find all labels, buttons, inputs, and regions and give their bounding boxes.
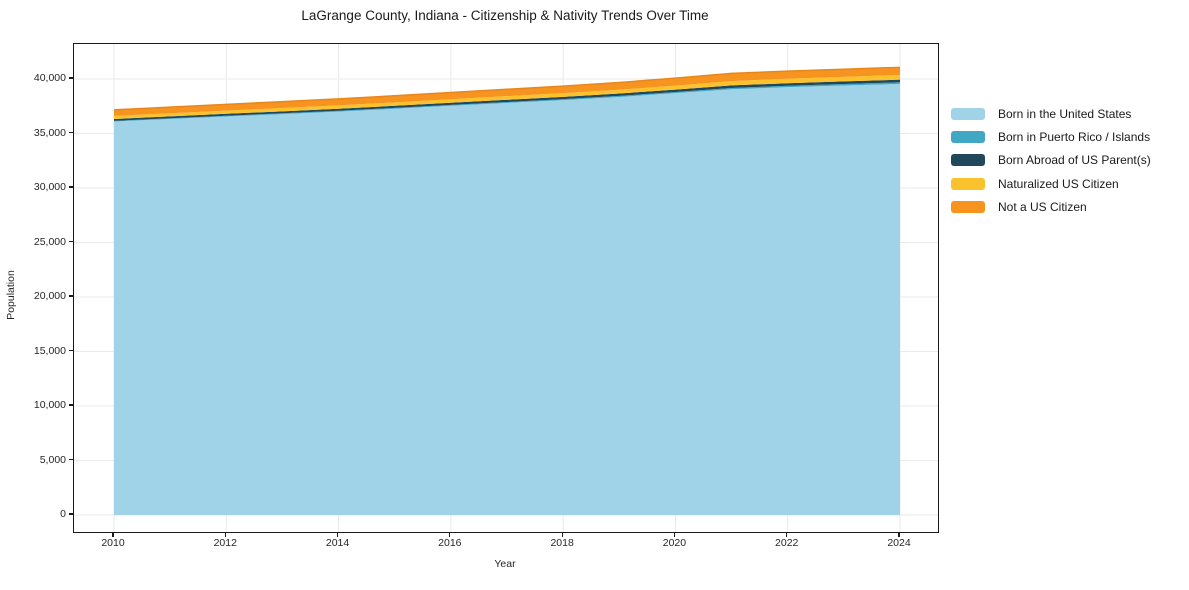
- y-tick-label: 5,000: [39, 453, 66, 466]
- x-tick-label: 2020: [662, 537, 687, 549]
- x-tick-label: 2022: [775, 537, 799, 549]
- legend-swatch-not-citizen: [951, 201, 985, 214]
- legend-swatch-born-pr-islands: [951, 131, 985, 144]
- x-tick-mark: [336, 532, 339, 537]
- y-tick-mark: [69, 458, 73, 461]
- x-tick-label: 2014: [325, 537, 350, 549]
- x-tick-mark: [673, 532, 676, 537]
- legend-item-born-pr-islands: Born in Puerto Rico / Islands: [951, 125, 1151, 148]
- y-tick-label: 20,000: [33, 290, 66, 302]
- area-not-citizen: [114, 67, 900, 116]
- legend-swatch-born-abroad: [951, 154, 985, 167]
- legend-label-born-abroad: Born Abroad of US Parent(s): [998, 153, 1151, 168]
- x-tick-label: 2016: [438, 537, 462, 549]
- y-tick-mark: [69, 295, 73, 297]
- legend: Born in the United States Born in Puerto …: [951, 102, 1151, 219]
- legend-label-born-pr-islands: Born in Puerto Rico / Islands: [998, 130, 1151, 145]
- y-tick-mark: [69, 513, 73, 515]
- y-tick-mark: [69, 77, 73, 79]
- x-tick-mark: [224, 532, 226, 537]
- plot-area: [73, 43, 939, 533]
- x-tick-label: 2010: [101, 537, 125, 549]
- legend-label-naturalized: Naturalized US Citizen: [998, 176, 1119, 191]
- y-tick-label: 25,000: [33, 235, 66, 248]
- area-born-us: [114, 83, 900, 515]
- area-born-abroad: [114, 79, 900, 121]
- y-tick-label: 30,000: [33, 181, 66, 193]
- x-axis-label: Year: [494, 558, 516, 570]
- legend-swatch-naturalized: [951, 177, 985, 190]
- x-tick-label: 2018: [550, 537, 574, 549]
- y-tick-mark: [69, 349, 73, 352]
- legend-item-naturalized: Naturalized US Citizen: [951, 172, 1151, 195]
- y-tick-label: 15,000: [33, 344, 66, 357]
- x-tick-mark: [561, 532, 563, 537]
- y-tick-mark: [69, 404, 73, 406]
- x-tick-mark: [449, 532, 451, 537]
- legend-label-not-citizen: Not a US Citizen: [998, 200, 1087, 215]
- stack-top-edge: [113, 66, 901, 111]
- y-tick-label: 35,000: [33, 126, 66, 139]
- area-naturalized: [114, 74, 900, 119]
- x-tick-mark: [112, 532, 114, 537]
- y-tick-mark: [69, 186, 73, 188]
- legend-item-born-abroad: Born Abroad of US Parent(s): [951, 149, 1151, 172]
- legend-label-born-us: Born in the United States: [998, 106, 1132, 121]
- y-tick-mark: [69, 131, 73, 134]
- x-tick-mark: [786, 532, 788, 537]
- y-tick-label: 0: [60, 508, 66, 520]
- x-tick-mark: [898, 532, 900, 537]
- y-tick-label: 10,000: [33, 399, 66, 411]
- stacked-area-chart: [74, 44, 938, 532]
- x-tick-label: 2024: [887, 537, 911, 549]
- area-born-pr-islands: [114, 82, 900, 122]
- y-tick-mark: [69, 240, 73, 243]
- x-tick-label: 2012: [213, 537, 237, 549]
- legend-item-not-citizen: Not a US Citizen: [951, 196, 1151, 219]
- legend-item-born-us: Born in the United States: [951, 102, 1151, 125]
- chart-title: LaGrange County, Indiana - Citizenship &…: [301, 8, 709, 23]
- legend-swatch-born-us: [951, 107, 985, 120]
- y-tick-label: 40,000: [33, 72, 66, 84]
